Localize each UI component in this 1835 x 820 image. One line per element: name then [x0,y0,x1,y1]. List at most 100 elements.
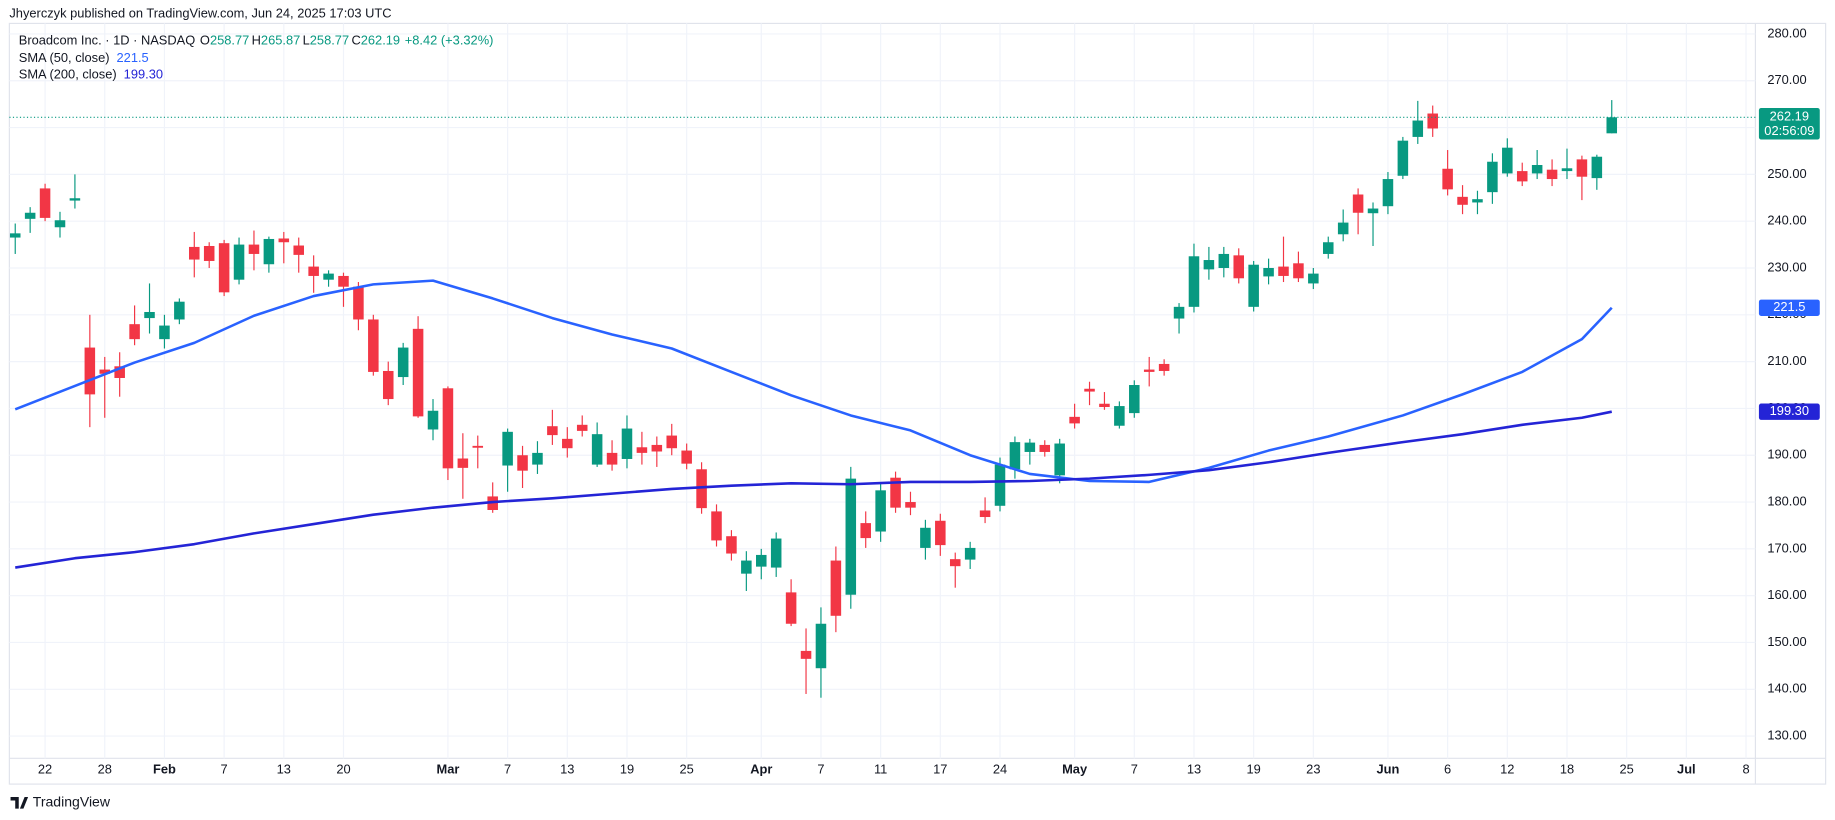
candle-body [711,511,722,541]
candle-body [39,188,51,218]
candle-body [576,424,588,431]
legend-text: 265.87 [261,32,300,47]
x-tick-label: 11 [874,761,887,776]
candle-body [1322,242,1334,254]
axes: 130.00 140.00 150.00 160.00 170.00 180.00 190.… [38,25,1820,776]
chart-frame [8,22,1827,785]
y-tick-label: 170.00 [1767,540,1806,555]
legend-text: 258.77 [210,32,249,47]
y-tick-label: 250.00 [1767,166,1806,181]
last-price-label: 262.19 [1770,109,1809,124]
x-tick-label: 25 [680,761,694,776]
candle-body [666,435,678,449]
candle-body [591,434,603,465]
candle-body [1352,194,1364,213]
candle-body [1173,306,1185,319]
candle-body [606,452,618,465]
candle-body [1382,179,1394,207]
grid [9,23,1756,759]
x-tick-label: 19 [620,761,634,776]
x-tick-label: 7 [504,761,511,776]
legend-text: O [200,32,210,47]
candle-body [129,324,140,340]
candle-body [457,458,469,468]
candle-body [1129,385,1140,414]
candle-body [1367,208,1379,214]
candle-body [979,510,991,518]
candle-body [397,347,409,378]
sma-price-box [1758,299,1820,316]
y-tick-label: 140.00 [1767,681,1806,696]
candle-body [935,520,946,546]
candle-body [517,455,528,471]
plot [9,100,1756,698]
candle-body [114,366,125,378]
x-tick-label: 12 [1500,761,1514,776]
y-tick-label: 150.00 [1767,634,1806,649]
candle-body [1442,168,1453,190]
legend-text: C [351,32,360,47]
candle-body [681,450,692,464]
y-tick-label: 230.00 [1767,259,1806,274]
candle-body [278,238,290,243]
legend-text: SMA (50, close) [19,50,110,65]
x-tick-label: 20 [336,761,350,776]
candle-body [427,410,439,430]
candle-body [1099,403,1110,408]
sma-price-label: 199.30 [1770,403,1809,418]
legend-text: Broadcom Inc. · 1D · NASDAQ [19,32,196,47]
candle-body [1516,171,1528,182]
candle-body [562,438,573,449]
y-tick-label: 130.00 [1767,727,1806,742]
candle-body [472,445,484,448]
candle-body [1278,266,1289,276]
x-tick-label: 7 [1131,761,1138,776]
y-tick-label: 280.00 [1767,25,1806,40]
candle-body [353,286,364,320]
candle-body [994,464,1006,506]
candle-body [1308,273,1319,284]
candle-body [442,388,454,469]
x-tick-label: Feb [153,761,176,776]
brand-name: TradingView [33,794,111,810]
candle-body [338,275,349,287]
sma-line [14,279,1613,484]
x-tick-label: Mar [436,761,459,776]
y-tick-label: 270.00 [1767,72,1806,87]
candle-body [636,447,648,453]
x-tick-label: Apr [750,761,772,776]
x-tick-label: 22 [38,761,52,776]
y-tick-label: 160.00 [1767,587,1806,602]
legend-text: H [252,32,261,47]
candle-body [860,523,871,539]
candle-body [800,650,812,659]
x-tick-label: 7 [221,761,228,776]
candle-body [1084,388,1095,392]
legend-text: L [303,32,310,47]
candle-body [293,245,304,255]
candle-body [1412,120,1424,137]
candle-body [1009,442,1021,470]
x-tick-label: 8 [1742,761,1749,776]
candle-body [905,502,916,508]
candle-body [159,325,170,340]
candle-body [174,301,185,320]
candle-body [845,478,857,595]
candle-body [1158,363,1170,371]
x-tick-label: 18 [1560,761,1574,776]
x-tick-label: 17 [933,761,947,776]
last-price-box [1758,107,1820,140]
candle-body [69,198,81,201]
candle-body [621,428,633,459]
candle-body [532,452,543,465]
x-tick-label: May [1062,761,1088,776]
y-tick-label: 240.00 [1767,213,1806,228]
candle-body [308,266,319,276]
legend-text: 221.5 [117,50,149,65]
candle-body [1576,159,1588,177]
candle-body [547,426,558,436]
candle-body [770,538,782,568]
candle-body [233,244,245,280]
